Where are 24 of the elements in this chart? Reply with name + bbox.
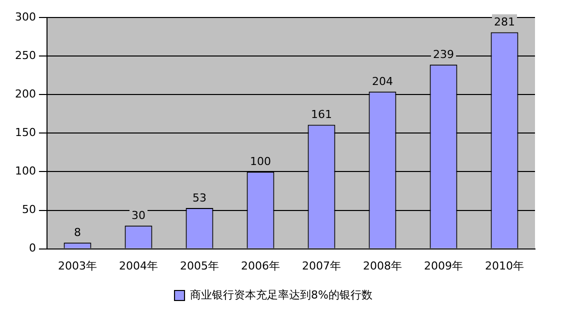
y-tick-label: 250 xyxy=(14,48,36,62)
y-tick-label: 300 xyxy=(14,10,36,24)
y-tick-label: 50 xyxy=(22,203,36,216)
x-tick-label: 2005年 xyxy=(180,259,219,272)
y-tick-label: 100 xyxy=(14,164,36,178)
data-label: 100 xyxy=(250,155,271,168)
legend-label: 商业银行资本充足率达到8%的银行数 xyxy=(190,288,372,302)
data-label: 204 xyxy=(372,74,393,88)
y-tick-label: 200 xyxy=(14,88,36,101)
y-tick-label: 0 xyxy=(28,242,36,255)
data-label: 30 xyxy=(131,209,146,222)
x-tick-label: 2009年 xyxy=(424,259,463,272)
x-tick-label: 2006年 xyxy=(241,259,280,272)
y-tick-label: 150 xyxy=(14,126,36,140)
x-tick-label: 2010年 xyxy=(485,259,524,272)
data-label: 53 xyxy=(192,191,206,204)
x-tick-label: 2004年 xyxy=(118,259,158,272)
data-label: 281 xyxy=(494,16,515,29)
data-label: 239 xyxy=(433,48,454,61)
x-tick-label: 2007年 xyxy=(302,259,341,272)
x-tick-label: 2003年 xyxy=(58,259,97,272)
x-tick-label: 2008年 xyxy=(363,259,402,272)
data-label: 8 xyxy=(74,226,81,239)
data-label: 161 xyxy=(311,108,332,122)
